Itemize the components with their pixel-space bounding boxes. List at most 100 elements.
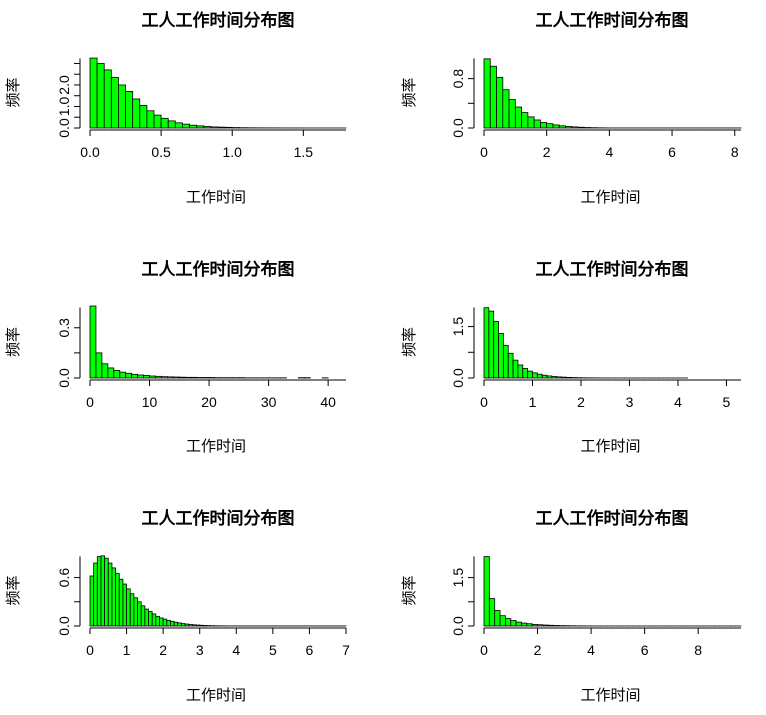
histogram-bar (151, 613, 157, 627)
histogram-bar (521, 622, 528, 627)
histogram-bar (561, 376, 567, 379)
histogram-bar (552, 124, 560, 129)
x-tick-label: 20 (201, 394, 217, 410)
histogram-bar (191, 624, 197, 627)
histogram-bar (531, 623, 538, 627)
histogram-panel-4: 工人工作时间分布图 0 1 2 3 4 5 0.0 1.5 工作时间 频率 (400, 259, 741, 455)
histogram-bar (505, 618, 512, 627)
x-tick-label: 4 (674, 394, 682, 410)
y-tick-label: 0.0 (450, 616, 466, 636)
y-tick-label: 0.3 (56, 318, 72, 338)
histogram-bar (144, 608, 149, 627)
histogram-panel-2: 工人工作时间分布图 0 2 4 6 8 0.0 0.8 工作时间 频率 (400, 10, 742, 206)
chart-title: 工人工作时间分布图 (536, 259, 689, 280)
histogram-bar (184, 623, 190, 627)
x-tick-label: 2 (159, 642, 167, 658)
histogram-bar (202, 377, 210, 379)
histogram-bar (494, 610, 501, 627)
chart-title: 工人工作时间分布图 (536, 10, 689, 31)
histogram-bar (89, 305, 97, 379)
histogram-bar (224, 126, 233, 129)
histogram-bar (122, 583, 127, 627)
x-tick-label: 3 (626, 394, 634, 410)
histogram-bar (155, 375, 162, 379)
histogram-bar (140, 605, 146, 627)
histogram-bar (113, 370, 121, 379)
histogram-bar (118, 578, 124, 627)
histogram-bar (498, 333, 504, 379)
x-tick-label: 0 (86, 394, 94, 410)
x-tick-label: 4 (232, 642, 240, 658)
y-tick-label: 0.0 (56, 616, 72, 636)
y-axis-label: 频率 (4, 77, 22, 107)
histogram-bar (126, 588, 131, 627)
x-tick-label: 1 (529, 394, 537, 410)
histogram-bar (547, 624, 554, 627)
histogram-bar (174, 122, 183, 129)
histogram-bar (571, 126, 579, 129)
x-tick-label: 7 (342, 642, 350, 658)
histogram-bar (103, 69, 112, 129)
histogram-bar (161, 376, 168, 379)
histogram-panel-5: 工人工作时间分布图 0 1 2 3 4 5 6 7 0.0 0.6 工作时间 频率 (4, 508, 350, 704)
histogram-bar (493, 321, 499, 379)
x-tick-label: 8 (694, 642, 702, 658)
histogram-bar (182, 123, 190, 129)
histogram-bar (167, 120, 176, 129)
histogram-bar (489, 65, 497, 129)
histogram-bar (217, 126, 226, 129)
x-tick-label: 0 (86, 642, 94, 658)
histogram-bar (104, 557, 109, 627)
histogram-bar (93, 562, 98, 627)
histogram-bar (541, 374, 548, 379)
histogram-bar (508, 99, 516, 129)
histogram-bar (100, 555, 106, 627)
y-axis-label: 频率 (400, 77, 418, 107)
x-tick-label: 4 (587, 642, 595, 658)
x-tick-label: 10 (142, 394, 158, 410)
x-tick-label: 3 (196, 642, 204, 658)
x-tick-label: 4 (605, 144, 613, 160)
histogram-bar (111, 567, 117, 627)
y-axis-label: 频率 (400, 575, 418, 605)
chart-title: 工人工作时间分布图 (142, 10, 295, 31)
histogram-bar (483, 307, 490, 379)
histogram-bar (208, 377, 216, 379)
y-tick-label: 1.0 (56, 97, 72, 117)
histogram-bar (537, 624, 544, 627)
y-tick-label: 0.0 (450, 368, 466, 388)
histogram-panel-6: 工人工作时间分布图 0 2 4 6 8 0.0 1.5 工作时间 频率 (400, 508, 742, 704)
histogram-bar (133, 597, 138, 627)
histogram-bar (153, 114, 162, 129)
histogram-bar (189, 124, 198, 129)
y-axis-label: 频率 (4, 327, 22, 357)
histogram-bar (532, 372, 538, 379)
histogram-bar (553, 625, 560, 627)
x-axis-label: 工作时间 (580, 686, 640, 704)
histogram-bar (210, 126, 219, 129)
histogram-bar (521, 112, 529, 129)
x-tick-label: 6 (668, 144, 676, 160)
histogram-bar (542, 624, 549, 627)
x-tick-label: 1 (123, 642, 131, 658)
x-tick-label: 8 (731, 144, 739, 160)
histogram-bar (546, 375, 553, 379)
histogram-bar (107, 562, 113, 627)
x-tick-label: 6 (641, 642, 649, 658)
x-tick-label: 0 (480, 394, 488, 410)
chart-title: 工人工作时间分布图 (536, 508, 689, 529)
y-tick-label: 0.6 (56, 568, 72, 588)
histogram-bar (536, 373, 543, 379)
histogram-bar (95, 352, 103, 379)
histogram-bar (125, 372, 133, 379)
y-tick-label: 0.0 (56, 368, 72, 388)
histogram-bar (565, 126, 573, 129)
histogram-bar (146, 110, 155, 129)
histogram-bar (188, 624, 193, 627)
histogram-bar (514, 106, 523, 129)
histogram-bar (202, 625, 208, 627)
histogram-panel-3: 工人工作时间分布图 0 10 20 30 40 0.0 0.3 工作时间 频率 (4, 259, 346, 455)
x-tick-label: 1.5 (294, 144, 314, 160)
x-axis-label: 工作时间 (580, 437, 640, 455)
histogram-bar (199, 624, 204, 627)
